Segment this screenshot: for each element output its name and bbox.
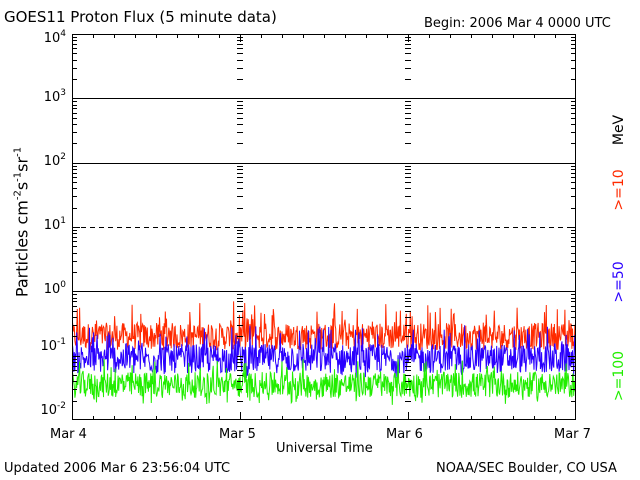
- y-tick-label: 101: [43, 216, 66, 234]
- begin-time: Begin: 2006 Mar 4 0000 UTC: [424, 16, 611, 31]
- y-tick-label: 102: [43, 152, 66, 170]
- y-tick-label: 103: [43, 88, 66, 106]
- y-tick-label: 10-1: [40, 337, 66, 355]
- series-line-ge50: [72, 325, 576, 378]
- x-tick-label: Mar 6: [386, 427, 423, 442]
- y-tick-label: 100: [43, 280, 66, 298]
- legend-ge10: >=10: [611, 169, 627, 211]
- chart-title: GOES11 Proton Flux (5 minute data): [4, 8, 277, 26]
- legend-ge50: >=50: [611, 261, 627, 303]
- credit: NOAA/SEC Boulder, CO USA: [436, 461, 617, 476]
- legend-unit: MeV: [611, 114, 627, 146]
- proton-flux-plot: [72, 34, 576, 420]
- x-tick-label: Mar 4: [50, 427, 87, 442]
- y-tick-label: 104: [43, 29, 66, 47]
- x-tick-label: Mar 5: [219, 427, 256, 442]
- x-tick-label: Mar 7: [554, 427, 591, 442]
- series-layer: [72, 301, 576, 405]
- legend-ge100: >=100: [611, 350, 627, 402]
- y-tick-label: 10-2: [40, 401, 66, 419]
- plot-frame: [72, 34, 576, 420]
- series-line-ge100: [72, 358, 576, 405]
- updated-time: Updated 2006 Mar 6 23:56:04 UTC: [4, 461, 231, 476]
- x-axis-label: Universal Time: [276, 441, 373, 456]
